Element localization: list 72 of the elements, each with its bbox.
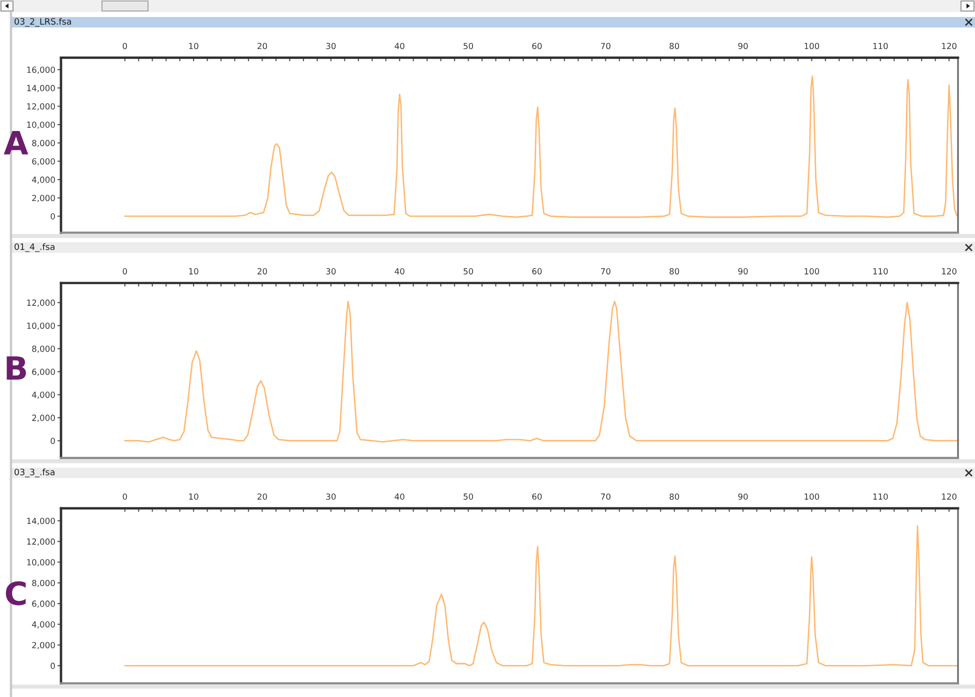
x-tick-label: 40 — [394, 268, 404, 274]
chart-title: 03_3_.fsa — [14, 468, 54, 478]
y-tick-label: 16,000 — [27, 66, 55, 74]
y-tick-label: 6,000 — [32, 158, 55, 166]
x-tick-label: 90 — [738, 268, 748, 274]
y-tick-label: 0 — [50, 438, 55, 444]
y-tick-label: 2,000 — [32, 194, 55, 202]
y-tick-label: 8,000 — [32, 346, 55, 353]
x-tick-label: 0 — [122, 493, 127, 500]
x-tick-label: 60 — [532, 268, 542, 274]
x-tick-label: 100 — [804, 493, 820, 500]
y-tick-label: 8,000 — [32, 140, 55, 148]
x-tick-label: 80 — [670, 268, 680, 274]
y-tick-label: 2,000 — [32, 414, 55, 422]
x-tick-label: 70 — [601, 42, 610, 50]
y-tick-label: 14,000 — [27, 84, 55, 92]
x-tick-label: 50 — [464, 493, 474, 500]
y-tick-label: 4,000 — [32, 621, 55, 628]
y-tick-label: 4,000 — [32, 392, 55, 399]
x-tick-label: 30 — [326, 268, 336, 274]
x-tick-label: 120 — [942, 493, 956, 500]
y-tick-label: 2,000 — [32, 642, 55, 650]
text: C — [6, 581, 26, 606]
x-tick-label: 100 — [804, 42, 820, 50]
line-series — [124, 75, 958, 218]
x-tick-label: 10 — [189, 42, 198, 50]
x-tick-label: 60 — [532, 493, 542, 500]
x-tick-label: 110 — [873, 268, 888, 274]
x-tick-label: 110 — [873, 42, 888, 50]
x-tick-label: 30 — [326, 42, 336, 50]
x-tick-label: 30 — [326, 493, 336, 500]
x-tick-label: 80 — [670, 42, 680, 50]
x-tick-label: 0 — [122, 268, 127, 274]
y-tick-label: 14,000 — [27, 518, 55, 525]
x-tick-label: 120 — [942, 42, 956, 50]
y-tick-label: 12,000 — [27, 538, 55, 546]
chart-title: 03_2_LRS.fsa — [14, 18, 71, 27]
x-tick-label: 10 — [189, 268, 198, 274]
y-tick-label: 12,000 — [27, 103, 55, 110]
y-tick-label: 6,000 — [32, 600, 55, 608]
x-tick-label: 20 — [258, 268, 267, 274]
y-tick-label: 10,000 — [27, 559, 55, 566]
y-tick-label: 10,000 — [27, 122, 55, 129]
y-tick-label: 12,000 — [27, 300, 55, 307]
x-tick-label: 80 — [670, 493, 680, 500]
y-tick-label: 10,000 — [27, 322, 55, 330]
x-tick-label: 90 — [738, 42, 748, 50]
line-series — [124, 525, 958, 666]
x-tick-label: 70 — [601, 268, 610, 274]
chart-title: 01_4_.fsa — [14, 243, 54, 252]
y-tick-label: 0 — [50, 213, 55, 220]
x-tick-label: 0 — [122, 42, 127, 50]
x-tick-label: 20 — [258, 42, 267, 50]
x-tick-label: 20 — [258, 493, 267, 500]
y-tick-label: 6,000 — [32, 368, 55, 376]
x-tick-label: 120 — [942, 268, 956, 274]
y-tick-label: 4,000 — [32, 176, 55, 184]
y-tick-label: 0 — [50, 662, 55, 669]
y-tick-label: 8,000 — [32, 580, 55, 587]
text: B — [6, 356, 26, 380]
x-tick-label: 40 — [394, 493, 404, 500]
x-tick-label: 40 — [394, 42, 404, 50]
x-tick-label: 60 — [532, 42, 542, 50]
x-tick-label: 100 — [804, 268, 820, 274]
x-tick-label: 50 — [464, 42, 474, 50]
x-tick-label: 10 — [189, 493, 198, 500]
line-series — [124, 300, 958, 443]
x-tick-label: 110 — [873, 493, 888, 500]
text: A — [4, 131, 28, 154]
x-tick-label: 70 — [601, 493, 610, 500]
x-tick-label: 50 — [464, 268, 474, 274]
x-tick-label: 90 — [738, 493, 748, 500]
